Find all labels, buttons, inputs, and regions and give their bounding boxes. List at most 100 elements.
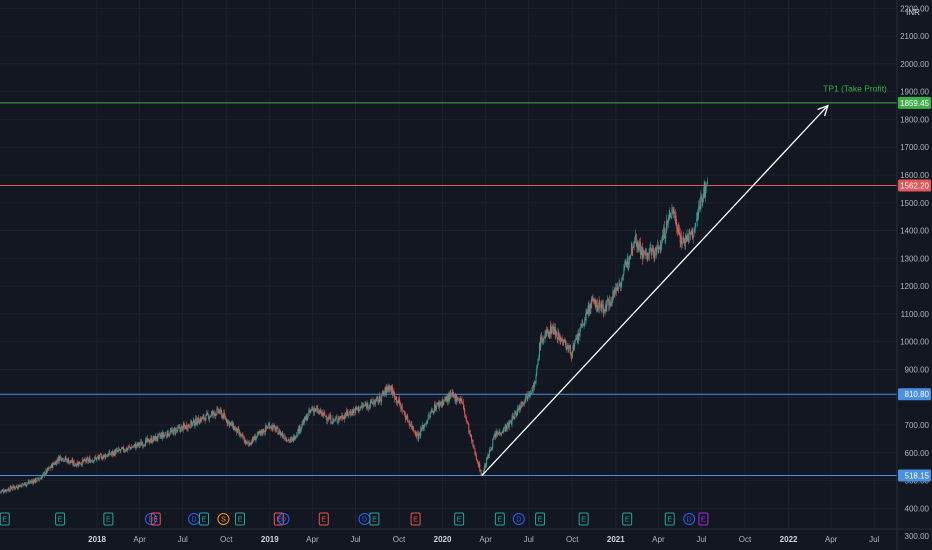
candle-body [510, 422, 512, 425]
event-marker-e[interactable]: E [494, 512, 505, 526]
candle-body [69, 460, 71, 463]
candle-body [119, 450, 121, 452]
candle-body [341, 415, 343, 418]
event-marker-e[interactable]: E [410, 512, 421, 526]
candle-body [20, 485, 22, 488]
candle-body [58, 457, 60, 461]
trend-arrow-head[interactable] [817, 104, 829, 117]
candle-body [122, 447, 124, 449]
event-marker-e[interactable]: E [535, 512, 546, 526]
candle-body [192, 421, 194, 424]
event-marker-e[interactable]: E [369, 512, 380, 526]
event-type-label: D [362, 517, 367, 524]
horizontal-levels[interactable] [0, 102, 897, 477]
event-marker-d[interactable]: D [512, 513, 525, 525]
event-marker-d[interactable]: D [683, 513, 696, 525]
candle-body [354, 409, 356, 413]
candle-body [490, 448, 492, 450]
candle-body [692, 236, 694, 239]
candle-body [292, 437, 294, 441]
candle-body [285, 437, 287, 439]
candle-body [65, 457, 67, 460]
candle-body [466, 421, 468, 423]
candle-body [169, 434, 171, 436]
candle-body [301, 423, 303, 428]
event-marker-e[interactable]: E [150, 512, 161, 526]
trend-arrow[interactable] [481, 104, 829, 476]
candle-body [660, 246, 662, 250]
candle-body [672, 208, 674, 212]
candle-body [31, 480, 33, 482]
event-marker-e[interactable]: E [55, 512, 66, 526]
candle-body [392, 386, 394, 396]
candle-body [151, 441, 153, 443]
candle-body [215, 413, 217, 416]
candle-body [270, 426, 272, 429]
trend-arrow-line[interactable] [481, 105, 829, 476]
candle-body [421, 427, 423, 431]
event-marker-e[interactable]: E [454, 512, 465, 526]
event-marker-e[interactable]: E [103, 512, 114, 526]
candle-body [70, 460, 72, 463]
candle-body [193, 419, 195, 426]
event-marker-e[interactable]: E [0, 512, 10, 526]
candle-body [180, 426, 182, 432]
earnings-icon [535, 512, 546, 526]
candle-body [536, 365, 538, 368]
candle-body [44, 472, 46, 476]
candle-body [34, 478, 36, 483]
candle-body [553, 329, 555, 335]
candle-body [478, 463, 480, 467]
event-marker-s[interactable]: S [217, 513, 230, 525]
event-marker-d[interactable]: D [188, 513, 201, 525]
time-axis-ticks[interactable]: 2018 Apr Jul Oct 2019 Apr Jul Oct 2020 Apr Jul Oct 2… [88, 535, 879, 544]
candle-body [406, 415, 408, 419]
candle-body [696, 218, 698, 222]
candle-body [657, 245, 659, 247]
candle-body [187, 424, 189, 430]
candle-body [158, 433, 160, 435]
event-type-label: E [321, 517, 326, 524]
candle-body [309, 410, 311, 413]
candle-body [544, 333, 546, 339]
candle-body [155, 436, 157, 442]
event-marker-e[interactable]: E [664, 512, 675, 526]
candle-body [659, 246, 661, 249]
candle-body [123, 447, 125, 451]
candle-body [176, 430, 178, 431]
event-marker-e[interactable]: E [318, 512, 329, 526]
candle-body [483, 469, 485, 473]
candle-body [182, 426, 184, 431]
event-marker-e[interactable]: E [234, 512, 245, 526]
candle-body [680, 236, 682, 244]
candle-body [228, 421, 230, 422]
candle-body [132, 446, 134, 448]
event-marker-e[interactable]: E [698, 512, 709, 526]
candle-body [537, 359, 539, 366]
candle-body [123, 450, 125, 452]
candle-body [701, 199, 703, 203]
candle-body [80, 463, 82, 465]
candle-body [245, 440, 247, 444]
event-marker-e[interactable]: E [622, 512, 633, 526]
candle-body [563, 340, 565, 341]
candle-body [604, 310, 606, 311]
candle-body [78, 461, 80, 466]
event-marker-d[interactable]: D [277, 513, 290, 525]
candle-body [592, 298, 594, 301]
candle-body [646, 253, 648, 255]
event-marker-d[interactable]: D [358, 513, 371, 525]
event-marker-e[interactable]: E [578, 512, 589, 526]
event-marker-e[interactable]: E [273, 512, 284, 526]
candle-body [26, 482, 28, 484]
candle-body [697, 212, 699, 216]
candle-body [568, 347, 570, 349]
candle-body [314, 408, 316, 411]
event-marker-e[interactable]: E [199, 512, 210, 526]
candle-body [687, 236, 689, 242]
candle-body [686, 235, 688, 241]
candle-body [466, 419, 468, 422]
candle-body [149, 441, 151, 443]
